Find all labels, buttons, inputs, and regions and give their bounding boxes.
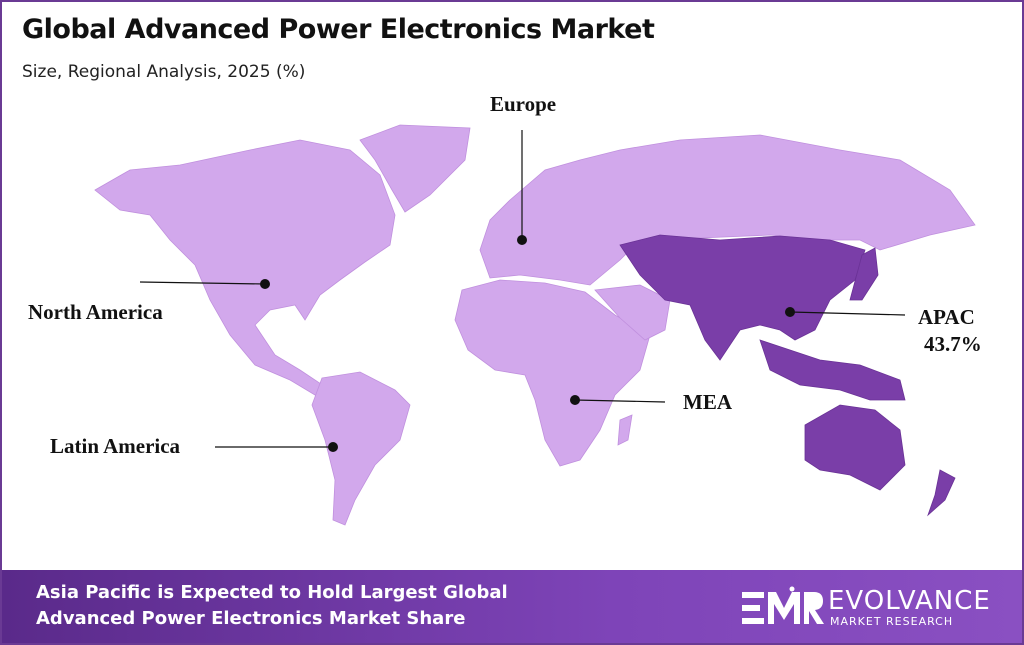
apac-label: APAC [918,305,975,329]
region-apac [619,234,866,361]
region-new-zealand [927,469,956,517]
logo-name: EVOLVANCE [828,586,991,616]
latin-america-marker [328,442,338,452]
region-greenland [359,124,471,213]
world-map [94,124,976,526]
europe-label: Europe [490,92,557,116]
apac-value: 43.7% [924,332,982,356]
apac-leader-line [789,311,906,316]
banner-text: Asia Pacific is Expected to Hold Largest… [36,580,508,632]
region-southeast-asia [759,339,906,401]
region-north-america [94,139,396,399]
page-title: Global Advanced Power Electronics Market [22,14,655,45]
mea-marker [570,395,580,405]
latin-america-label: Latin America [50,434,181,458]
region-africa [454,279,651,467]
north-america-label: North America [28,300,163,324]
region-europe-asia-north [479,134,976,286]
north-america-leader-line [139,281,266,285]
north-america-marker [260,279,270,289]
mea-label: MEA [683,390,732,414]
region-australia [804,404,906,491]
mea-leader-line [574,399,666,403]
apac-marker [785,307,795,317]
banner-line-2: Advanced Power Electronics Market Share [36,608,466,629]
region-middle-east [594,284,671,341]
region-madagascar [617,414,633,446]
region-south-america [311,371,411,526]
logo: EVOLVANCE MARKET RESEARCH [740,586,1010,630]
region-japan [849,247,879,301]
emr-logo-mark [742,586,824,624]
logo-tagline: MARKET RESEARCH [830,615,954,628]
banner-line-1: Asia Pacific is Expected to Hold Largest… [36,582,508,603]
europe-marker [517,235,527,245]
page-subtitle: Size, Regional Analysis, 2025 (%) [22,62,306,82]
footer-banner: Asia Pacific is Expected to Hold Largest… [2,570,1022,643]
